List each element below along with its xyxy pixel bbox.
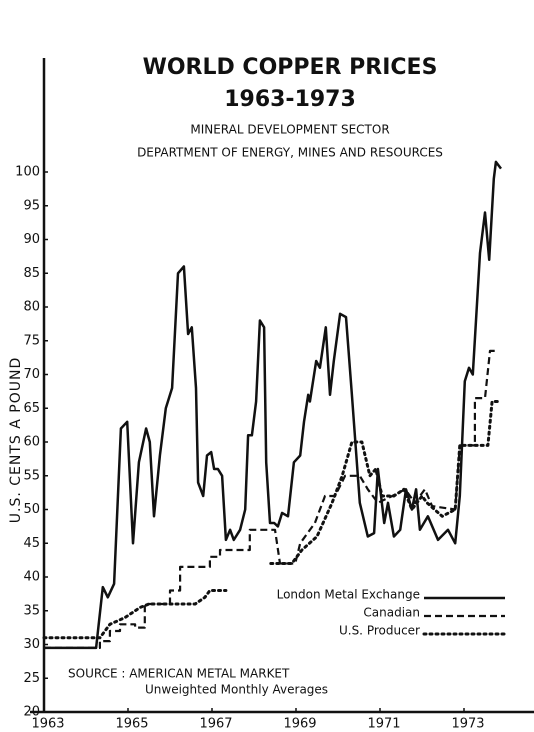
x-tick-label: 1963 — [31, 717, 64, 732]
y-tick-label: 65 — [23, 401, 40, 416]
x-tick-label: 1969 — [283, 717, 316, 732]
y-tick-label: 85 — [23, 266, 40, 281]
y-tick-label: 75 — [23, 333, 40, 348]
x-tick-label: 1965 — [115, 717, 148, 732]
series-line — [42, 400, 502, 640]
y-tick-label: 60 — [23, 435, 40, 450]
legend-label: London Metal Exchange — [277, 588, 420, 602]
x-tick-label: 1973 — [451, 717, 484, 732]
series-line — [44, 349, 498, 649]
chart-subtitle: MINERAL DEVELOPMENT SECTOR — [190, 123, 389, 137]
chart-subtitle: DEPARTMENT OF ENERGY, MINES AND RESOURCE… — [137, 146, 443, 160]
legend-label: Canadian — [363, 606, 420, 620]
y-tick-label: 45 — [23, 536, 40, 551]
y-tick-label: 55 — [23, 468, 40, 483]
y-tick-label: 20 — [23, 705, 40, 720]
x-tick-label: 1971 — [367, 717, 400, 732]
y-tick-label: 100 — [15, 165, 40, 180]
y-tick-label: 25 — [23, 671, 40, 686]
legend-label: U.S. Producer — [339, 624, 420, 638]
note: Unweighted Monthly Averages — [145, 683, 328, 697]
y-tick-label: 50 — [23, 502, 40, 517]
y-tick-label: 30 — [23, 637, 40, 652]
source: SOURCE : AMERICAN METAL MARKET — [68, 667, 290, 681]
x-tick-label: 1967 — [199, 717, 232, 732]
y-tick-label: 40 — [23, 570, 40, 585]
y-tick-label: 95 — [23, 198, 40, 213]
y-axis-label: U.S. CENTS A POUND — [8, 357, 24, 523]
series-line — [44, 160, 502, 650]
chart-title: WORLD COPPER PRICES — [143, 55, 438, 80]
y-tick-label: 35 — [23, 603, 40, 618]
y-tick-label: 90 — [23, 232, 40, 247]
chart-subtitle: 1963-1973 — [224, 87, 356, 112]
y-tick-label: 70 — [23, 367, 40, 382]
y-tick-label: 80 — [23, 300, 40, 315]
